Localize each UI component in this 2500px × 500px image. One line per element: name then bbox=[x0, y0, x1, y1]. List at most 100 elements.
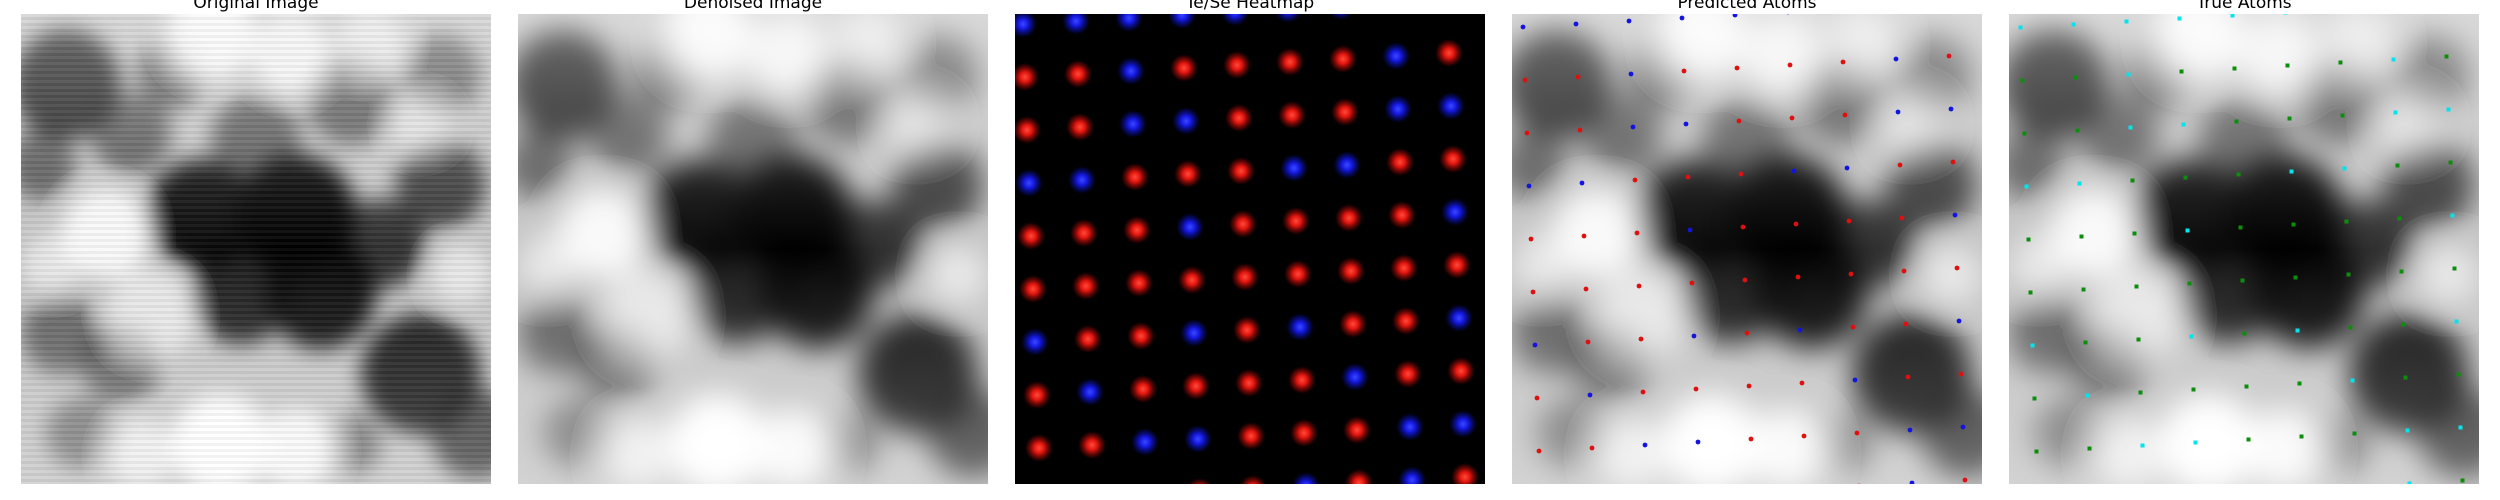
predicted-te-atom bbox=[1962, 477, 1968, 483]
true-atom-marker bbox=[2032, 396, 2037, 401]
true-atom-marker bbox=[2187, 281, 2192, 286]
te-heatmap-spot bbox=[1391, 306, 1421, 336]
true-atom-marker bbox=[2287, 116, 2292, 121]
predicted-te-atom bbox=[1789, 115, 1795, 121]
predicted-te-atom bbox=[1954, 265, 1960, 271]
denoised-image-panel: Denoised Image bbox=[518, 0, 988, 500]
panel-title: Te/Se Heatmap bbox=[1185, 0, 1315, 13]
predicted-se-atom bbox=[1679, 15, 1685, 21]
predicted-te-atom bbox=[1746, 383, 1752, 389]
te-heatmap-spot bbox=[1228, 209, 1258, 239]
true-atom-marker bbox=[2230, 14, 2235, 18]
true-atom-marker bbox=[2030, 343, 2035, 348]
true-atom-marker bbox=[2460, 478, 2465, 483]
true-atoms-image bbox=[2009, 14, 2479, 484]
se-heatmap-spot bbox=[1291, 471, 1321, 484]
te-heatmap-spot bbox=[1065, 112, 1095, 142]
te-heatmap-spot bbox=[1222, 50, 1252, 80]
true-atom-marker bbox=[2454, 319, 2459, 324]
true-atoms-canvas bbox=[2009, 14, 2479, 484]
te-heatmap-spot bbox=[1173, 159, 1203, 189]
predicted-se-atom bbox=[1587, 392, 1593, 398]
te-heatmap-spot bbox=[1016, 221, 1046, 251]
se-heatmap-spot bbox=[1383, 94, 1413, 124]
predicted-te-atom bbox=[1640, 389, 1646, 395]
te-heatmap-spot bbox=[1277, 100, 1307, 130]
te-heatmap-spot bbox=[1063, 59, 1093, 89]
true-atom-marker bbox=[2350, 378, 2355, 383]
true-atom-marker bbox=[2140, 443, 2145, 448]
predicted-te-atom bbox=[1905, 374, 1911, 380]
true-atom-marker bbox=[2026, 237, 2031, 242]
true-atom-marker bbox=[2283, 14, 2288, 15]
true-atom-marker bbox=[2077, 181, 2082, 186]
true-atom-marker bbox=[2191, 387, 2196, 392]
te-heatmap-spot bbox=[1230, 262, 1260, 292]
predicted-se-atom bbox=[1893, 56, 1899, 62]
true-atom-marker bbox=[2352, 431, 2357, 436]
true-atom-marker bbox=[2291, 222, 2296, 227]
se-heatmap-spot bbox=[1444, 303, 1474, 333]
predicted-te-atom bbox=[1903, 321, 1909, 327]
se-heatmap-spot bbox=[1061, 14, 1091, 36]
predicted-te-atom bbox=[1958, 371, 1964, 377]
te-heatmap-spot bbox=[1438, 144, 1468, 174]
true-atom-marker bbox=[2126, 72, 2131, 77]
predicted-se-atom bbox=[1952, 212, 1958, 218]
true-atom-marker bbox=[2073, 75, 2078, 80]
predicted-se-atom bbox=[1532, 342, 1538, 348]
te-heatmap-spot bbox=[1226, 156, 1256, 186]
se-heatmap-spot bbox=[1340, 362, 1370, 392]
true-atom-marker bbox=[2083, 340, 2088, 345]
predicted-te-atom bbox=[1689, 280, 1695, 286]
se-heatmap-spot bbox=[1332, 150, 1362, 180]
te-heatmap-spot bbox=[1389, 253, 1419, 283]
true-atom-marker bbox=[2401, 322, 2406, 327]
te-heatmap-spot bbox=[1236, 421, 1266, 451]
predicted-te-atom bbox=[1583, 286, 1589, 292]
se-heatmap-spot bbox=[1279, 153, 1309, 183]
heatmap-panel: Te/Se Heatmap bbox=[1015, 0, 1485, 500]
te-heatmap-spot bbox=[1232, 315, 1262, 345]
true-atom-marker bbox=[2458, 425, 2463, 430]
te-heatmap-spot bbox=[1128, 374, 1158, 404]
true-atom-marker bbox=[2085, 393, 2090, 398]
true-atom-marker bbox=[2034, 449, 2039, 454]
true-atom-marker bbox=[2024, 184, 2029, 189]
se-heatmap-spot bbox=[1118, 109, 1148, 139]
te-heatmap-spot bbox=[1177, 265, 1207, 295]
predicted-te-atom bbox=[1734, 65, 1740, 71]
true-atom-marker bbox=[2399, 269, 2404, 274]
predicted-te-atom bbox=[1846, 218, 1852, 224]
true-atom-marker bbox=[2407, 481, 2412, 484]
true-atom-marker bbox=[2456, 372, 2461, 377]
true-atom-marker bbox=[2393, 110, 2398, 115]
true-atom-marker bbox=[2128, 125, 2133, 130]
se-heatmap-spot bbox=[1179, 318, 1209, 348]
te-heatmap-spot bbox=[1328, 44, 1358, 74]
te-heatmap-spot bbox=[1289, 418, 1319, 448]
predicted-se-atom bbox=[1948, 106, 1954, 112]
se-heatmap-spot bbox=[1436, 91, 1466, 121]
predicted-se-atom bbox=[1791, 168, 1797, 174]
predicted-se-atom bbox=[1732, 14, 1738, 18]
true-atom-marker bbox=[2132, 231, 2137, 236]
predicted-se-atom bbox=[1630, 124, 1636, 130]
predicted-te-atom bbox=[1681, 68, 1687, 74]
true-atom-marker bbox=[2136, 337, 2141, 342]
predicted-se-atom bbox=[1520, 24, 1526, 30]
se-heatmap-spot bbox=[1273, 14, 1303, 24]
se-heatmap-spot bbox=[1015, 14, 1038, 39]
predicted-se-atom bbox=[1642, 442, 1648, 448]
predicted-atoms-image bbox=[1512, 14, 1982, 484]
te-heatmap-spot bbox=[1018, 274, 1048, 304]
te-heatmap-spot bbox=[1275, 47, 1305, 77]
predicted-te-atom bbox=[1850, 324, 1856, 330]
true-atom-marker bbox=[2403, 375, 2408, 380]
predicted-te-atom bbox=[1901, 268, 1907, 274]
te-heatmap-spot bbox=[1124, 268, 1154, 298]
te-heatmap-spot bbox=[1234, 368, 1264, 398]
true-atom-marker bbox=[2087, 446, 2092, 451]
true-atom-marker bbox=[2075, 128, 2080, 133]
true-atom-marker bbox=[2181, 122, 2186, 127]
